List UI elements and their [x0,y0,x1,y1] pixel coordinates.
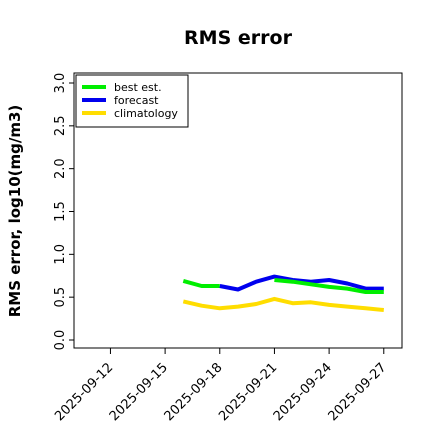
y-tick-label: 1.5 [53,201,68,222]
x-axis: 2025-09-122025-09-152025-09-182025-09-21… [52,348,390,424]
series-line-1 [219,274,384,292]
y-tick-label: 3.0 [53,73,68,94]
y-tick-label: 0.0 [53,330,68,351]
series-line-0 [182,278,220,288]
y-axis: 0.0 0.5 1.0 1.5 2.0 2.5 3.0 [53,73,74,351]
series-line-2 [182,296,384,312]
plot-frame [73,72,403,349]
legend-label: forecast [114,94,159,107]
legend-label: climatology [114,107,178,120]
x-tick-label: 2025-09-27 [326,360,390,424]
series-line-3 [274,278,384,294]
y-tick-label: 1.0 [53,244,68,265]
y-axis-label: RMS error, log10(mg/m3) [6,105,24,318]
chart-title: RMS error [184,27,293,49]
y-tick-label: 2.5 [53,115,68,136]
y-tick-label: 2.0 [53,158,68,179]
y-tick-label: 0.5 [53,287,68,308]
legend-label: best est. [114,81,162,94]
series-layer [182,274,384,312]
